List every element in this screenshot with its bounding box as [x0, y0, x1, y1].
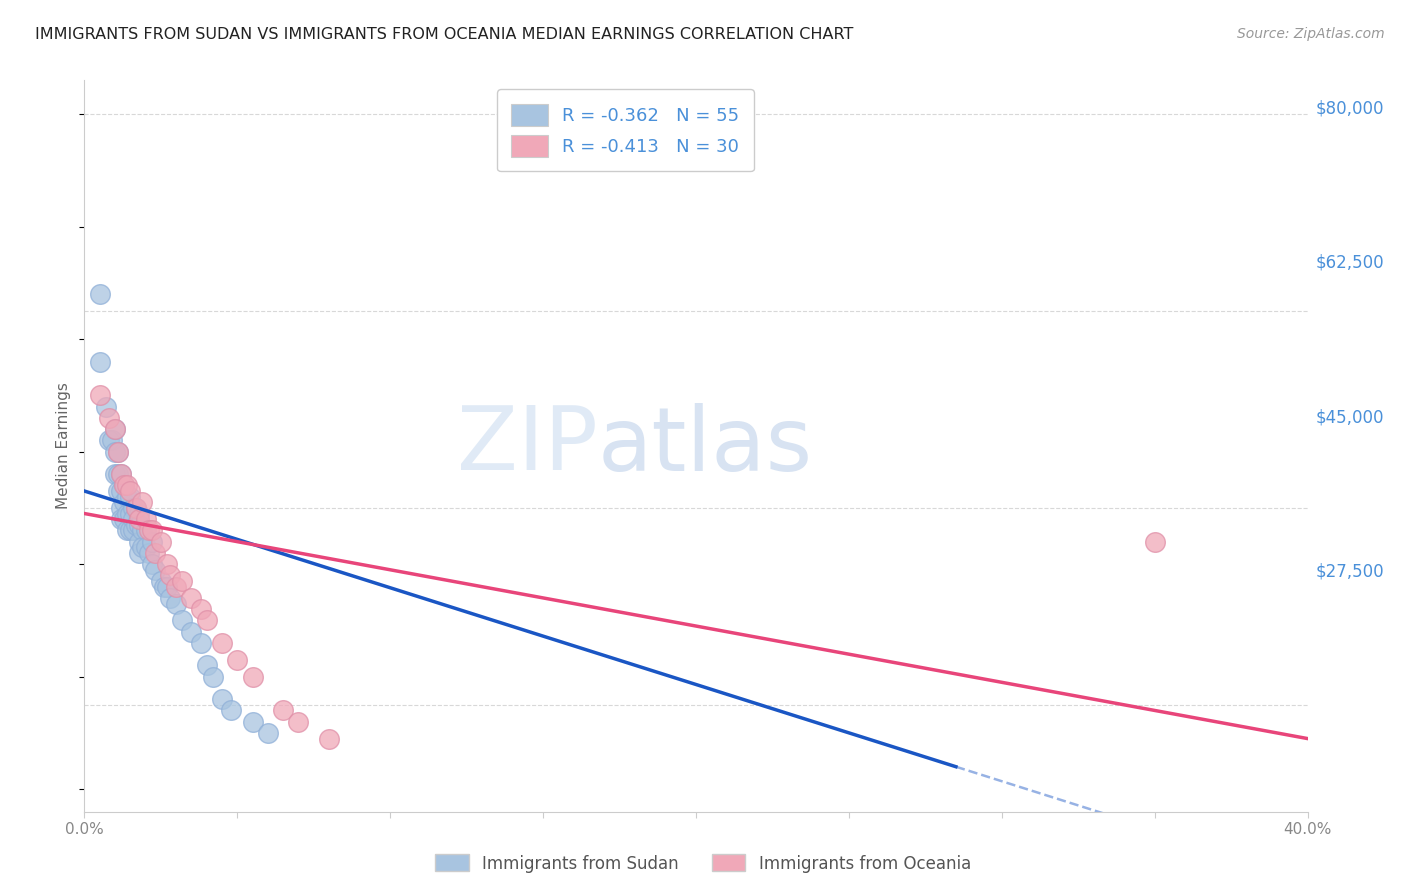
Point: [226, 653, 249, 667]
Point: [287, 714, 309, 729]
Point: [128, 534, 150, 549]
Point: [107, 444, 129, 458]
Point: [195, 614, 218, 628]
Text: Source: ZipAtlas.com: Source: ZipAtlas.com: [1237, 27, 1385, 41]
Point: [122, 524, 145, 538]
Point: [211, 692, 233, 706]
Point: [143, 563, 166, 577]
Point: [107, 467, 129, 482]
Point: [180, 624, 202, 639]
Point: [94, 400, 117, 414]
Text: IMMIGRANTS FROM SUDAN VS IMMIGRANTS FROM OCEANIA MEDIAN EARNINGS CORRELATION CHA: IMMIGRANTS FROM SUDAN VS IMMIGRANTS FROM…: [35, 27, 853, 42]
Point: [141, 534, 163, 549]
Point: [165, 580, 187, 594]
Point: [141, 524, 163, 538]
Point: [112, 478, 135, 492]
Point: [131, 524, 153, 538]
Point: [115, 490, 138, 504]
Point: [125, 500, 148, 515]
Point: [271, 703, 294, 717]
Point: [120, 507, 142, 521]
Point: [120, 524, 142, 538]
Point: [122, 500, 145, 515]
Point: [257, 726, 280, 740]
Point: [122, 512, 145, 526]
Point: [89, 354, 111, 368]
Point: [115, 524, 138, 538]
Point: [159, 591, 181, 605]
Point: [242, 714, 264, 729]
Point: [104, 467, 127, 482]
Point: [138, 546, 160, 560]
Y-axis label: Median Earnings: Median Earnings: [56, 383, 72, 509]
Point: [120, 483, 142, 498]
Text: ZIP: ZIP: [457, 402, 598, 490]
Point: [89, 388, 111, 402]
Point: [190, 602, 212, 616]
Point: [143, 546, 166, 560]
Point: [159, 568, 181, 582]
Legend: Immigrants from Sudan, Immigrants from Oceania: Immigrants from Sudan, Immigrants from O…: [429, 847, 977, 880]
Point: [131, 495, 153, 509]
Point: [201, 670, 224, 684]
Point: [195, 658, 218, 673]
Point: [97, 410, 120, 425]
Point: [125, 517, 148, 532]
Point: [89, 287, 111, 301]
Point: [141, 557, 163, 571]
Point: [101, 434, 124, 448]
Point: [104, 422, 127, 436]
Point: [172, 574, 194, 588]
Point: [115, 478, 138, 492]
Point: [112, 478, 135, 492]
Point: [104, 444, 127, 458]
Point: [110, 467, 132, 482]
Point: [135, 541, 157, 555]
Point: [318, 731, 340, 746]
Point: [135, 512, 157, 526]
Point: [242, 670, 264, 684]
Point: [107, 444, 129, 458]
Text: atlas: atlas: [598, 402, 813, 490]
Point: [153, 580, 176, 594]
Point: [112, 512, 135, 526]
Point: [125, 500, 148, 515]
Point: [138, 524, 160, 538]
Point: [1143, 534, 1166, 549]
Point: [120, 490, 142, 504]
Point: [190, 636, 212, 650]
Point: [128, 517, 150, 532]
Point: [135, 524, 157, 538]
Point: [115, 507, 138, 521]
Point: [97, 434, 120, 448]
Point: [156, 580, 179, 594]
Point: [110, 467, 132, 482]
Point: [128, 512, 150, 526]
Point: [110, 483, 132, 498]
Point: [107, 483, 129, 498]
Point: [172, 614, 194, 628]
Point: [112, 495, 135, 509]
Point: [211, 636, 233, 650]
Point: [110, 512, 132, 526]
Point: [180, 591, 202, 605]
Point: [165, 597, 187, 611]
Point: [131, 541, 153, 555]
Legend: R = -0.362   N = 55, R = -0.413   N = 30: R = -0.362 N = 55, R = -0.413 N = 30: [498, 89, 754, 171]
Point: [219, 703, 242, 717]
Point: [149, 574, 172, 588]
Point: [156, 557, 179, 571]
Point: [128, 507, 150, 521]
Point: [149, 534, 172, 549]
Point: [128, 546, 150, 560]
Point: [104, 422, 127, 436]
Point: [110, 500, 132, 515]
